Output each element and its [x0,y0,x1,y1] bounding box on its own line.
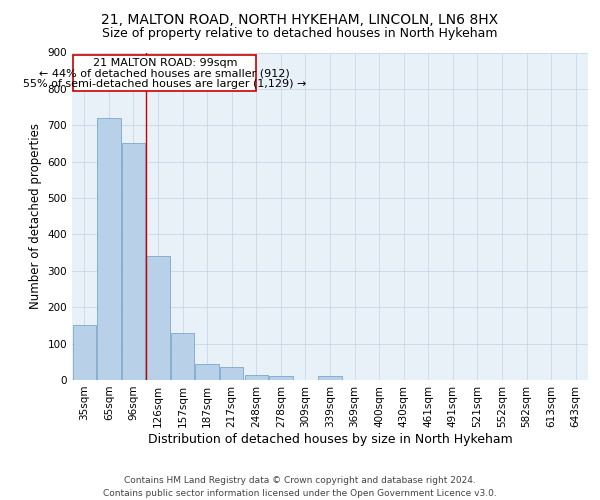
Text: 55% of semi-detached houses are larger (1,129) →: 55% of semi-detached houses are larger (… [23,80,307,90]
Text: 21, MALTON ROAD, NORTH HYKEHAM, LINCOLN, LN6 8HX: 21, MALTON ROAD, NORTH HYKEHAM, LINCOLN,… [101,12,499,26]
Y-axis label: Number of detached properties: Number of detached properties [29,123,42,309]
Bar [122,144,145,380]
Text: ← 44% of detached houses are smaller (912): ← 44% of detached houses are smaller (91… [40,68,290,78]
Bar [220,368,244,380]
Bar [269,376,293,380]
Bar [97,118,121,380]
FancyBboxPatch shape [73,55,256,90]
Bar [73,326,96,380]
Bar [146,256,170,380]
Text: Contains HM Land Registry data © Crown copyright and database right 2024.
Contai: Contains HM Land Registry data © Crown c… [103,476,497,498]
Bar [196,364,219,380]
Bar [171,332,194,380]
X-axis label: Distribution of detached houses by size in North Hykeham: Distribution of detached houses by size … [148,432,512,446]
Bar [319,376,341,380]
Text: 21 MALTON ROAD: 99sqm: 21 MALTON ROAD: 99sqm [92,58,237,68]
Text: Size of property relative to detached houses in North Hykeham: Size of property relative to detached ho… [102,28,498,40]
Bar [245,374,268,380]
